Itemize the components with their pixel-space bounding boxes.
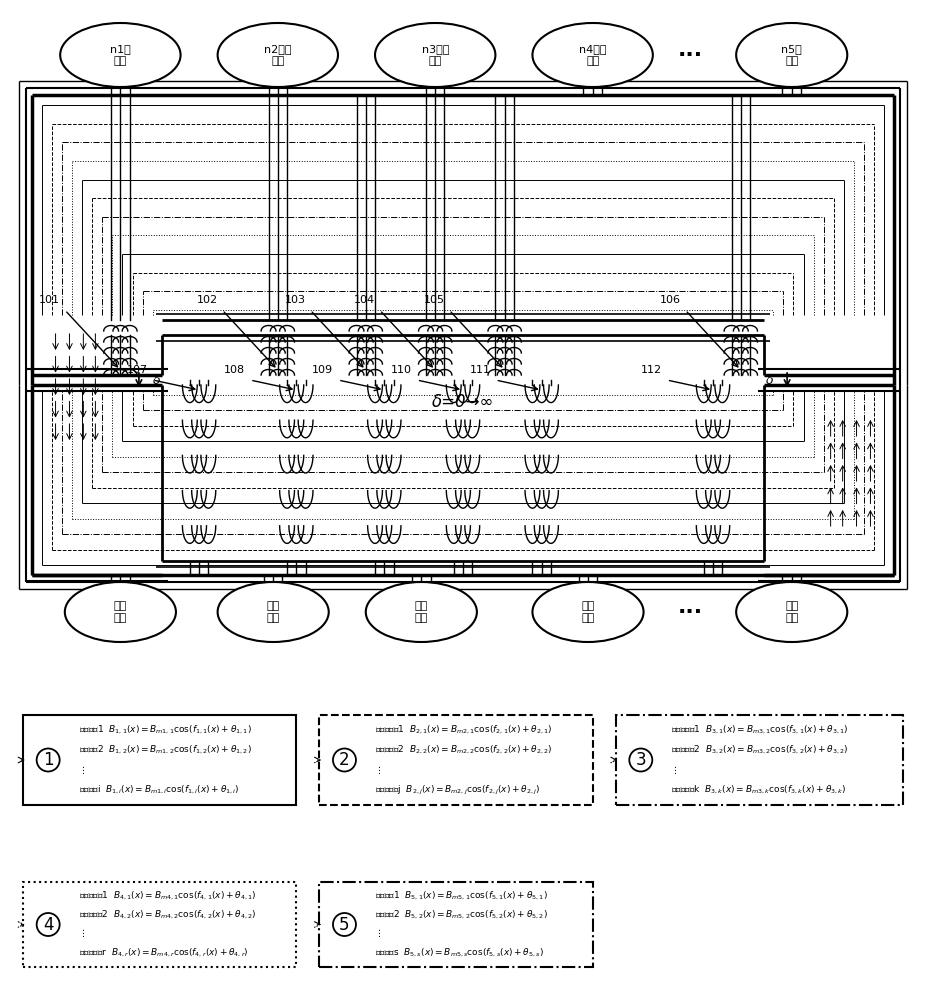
Text: δ: δ bbox=[153, 373, 160, 386]
Text: ···: ··· bbox=[677, 45, 703, 65]
Text: n1台
电机: n1台 电机 bbox=[110, 44, 131, 66]
Bar bbox=[23, 882, 296, 967]
Ellipse shape bbox=[532, 23, 653, 87]
Text: 变压器磁道j  $B_{2,j}(x)=B_{m2,j}\mathrm{cos}(f_{2,j}(x)+\theta_{2,j})$: 变压器磁道j $B_{2,j}(x)=B_{m2,j}\mathrm{cos}(… bbox=[375, 783, 540, 797]
Ellipse shape bbox=[218, 582, 329, 642]
Text: 103: 103 bbox=[284, 295, 306, 305]
Ellipse shape bbox=[736, 23, 847, 87]
Bar bbox=[319, 882, 593, 967]
Ellipse shape bbox=[532, 582, 644, 642]
Text: 电抗器磁道r  $B_{4,r}(x)=B_{m4,r}\mathrm{cos}(f_{4,r}(x)+\theta_{4,r})$: 电抗器磁道r $B_{4,r}(x)=B_{m4,r}\mathrm{cos}(… bbox=[79, 947, 248, 959]
Text: ⋮: ⋮ bbox=[671, 766, 686, 774]
Text: 电抗器磁道1  $B_{4,1}(x)=B_{m4,1}\mathrm{cos}(f_{4,1}(x)+\theta_{4,1})$: 电抗器磁道1 $B_{4,1}(x)=B_{m4,1}\mathrm{cos}(… bbox=[79, 890, 257, 902]
Text: 104: 104 bbox=[354, 295, 375, 305]
Text: ⋮: ⋮ bbox=[375, 766, 390, 774]
Text: ···: ··· bbox=[677, 602, 703, 622]
Text: δ: δ bbox=[766, 373, 773, 386]
Text: 电磁铁磁道1  $B_{3,1}(x)=B_{m3,1}\mathrm{cos}(f_{3,1}(x)+\theta_{3,1})$: 电磁铁磁道1 $B_{3,1}(x)=B_{m3,1}\mathrm{cos}(… bbox=[671, 724, 849, 736]
Text: 112: 112 bbox=[641, 365, 662, 375]
Text: 驱动
电路: 驱动 电路 bbox=[785, 601, 798, 623]
Text: 驱动
电路: 驱动 电路 bbox=[415, 601, 428, 623]
Bar bbox=[616, 715, 903, 805]
Text: 102: 102 bbox=[196, 295, 218, 305]
Text: 电机磁道1  $B_{1,1}(x)=B_{m1,1}\mathrm{cos}(f_{1,1}(x)+\theta_{1,1})$: 电机磁道1 $B_{1,1}(x)=B_{m1,1}\mathrm{cos}(f… bbox=[79, 724, 252, 736]
Ellipse shape bbox=[366, 582, 477, 642]
Text: 电磁铁磁道k  $B_{3,k}(x)=B_{m3,k}\mathrm{cos}(f_{3,k}(x)+\theta_{3,k})$: 电磁铁磁道k $B_{3,k}(x)=B_{m3,k}\mathrm{cos}(… bbox=[671, 784, 846, 796]
Ellipse shape bbox=[736, 582, 847, 642]
Text: ⋮: ⋮ bbox=[79, 766, 94, 774]
Text: 107: 107 bbox=[127, 365, 148, 375]
Text: 电机磁道2  $B_{1,2}(x)=B_{m1,2}\mathrm{cos}(f_{1,2}(x)+\theta_{1,2})$: 电机磁道2 $B_{1,2}(x)=B_{m1,2}\mathrm{cos}(f… bbox=[79, 744, 252, 756]
Text: 110: 110 bbox=[391, 365, 412, 375]
Text: 驱动
电路: 驱动 电路 bbox=[114, 601, 127, 623]
Text: 3: 3 bbox=[635, 751, 646, 769]
Ellipse shape bbox=[218, 23, 338, 87]
Text: 111: 111 bbox=[469, 365, 491, 375]
Text: n5根
天线: n5根 天线 bbox=[782, 44, 802, 66]
Ellipse shape bbox=[375, 23, 495, 87]
Text: 驱动
电路: 驱动 电路 bbox=[582, 601, 594, 623]
Text: 101: 101 bbox=[39, 295, 60, 305]
Text: n3个电
抗器: n3个电 抗器 bbox=[421, 44, 449, 66]
Text: 2: 2 bbox=[339, 751, 350, 769]
Ellipse shape bbox=[65, 582, 176, 642]
Text: n4个电
磁铁: n4个电 磁铁 bbox=[579, 44, 607, 66]
Text: 4: 4 bbox=[43, 916, 54, 934]
Text: 变压器磁道2  $B_{2,2}(x)=B_{m2,2}\mathrm{cos}(f_{2,2}(x)+\theta_{2,2})$: 变压器磁道2 $B_{2,2}(x)=B_{m2,2}\mathrm{cos}(… bbox=[375, 744, 553, 756]
Text: 106: 106 bbox=[659, 295, 681, 305]
Text: 驱动
电路: 驱动 电路 bbox=[267, 601, 280, 623]
Text: 109: 109 bbox=[312, 365, 333, 375]
Bar bbox=[319, 715, 593, 805]
Text: n2个变
压器: n2个变 压器 bbox=[264, 44, 292, 66]
Text: 天线磁道1  $B_{5,1}(x)=B_{m5,1}\mathrm{cos}(f_{5,1}(x)+\theta_{5,1})$: 天线磁道1 $B_{5,1}(x)=B_{m5,1}\mathrm{cos}(f… bbox=[375, 890, 548, 902]
Text: 105: 105 bbox=[423, 295, 444, 305]
Text: 电机磁道i  $B_{1,i}(x)=B_{m1,i}\mathrm{cos}(f_{1,i}(x)+\theta_{1,i})$: 电机磁道i $B_{1,i}(x)=B_{m1,i}\mathrm{cos}(f… bbox=[79, 784, 239, 796]
Text: 电磁铁磁道2  $B_{3,2}(x)=B_{m3,2}\mathrm{cos}(f_{3,2}(x)+\theta_{3,2})$: 电磁铁磁道2 $B_{3,2}(x)=B_{m3,2}\mathrm{cos}(… bbox=[671, 744, 849, 756]
Text: δ=0→∞: δ=0→∞ bbox=[432, 393, 494, 411]
Text: 变压器磁道1  $B_{2,1}(x)=B_{m2,1}\mathrm{cos}(f_{2,1}(x)+\theta_{2,1})$: 变压器磁道1 $B_{2,1}(x)=B_{m2,1}\mathrm{cos}(… bbox=[375, 724, 553, 736]
Ellipse shape bbox=[60, 23, 181, 87]
Text: 天线磁道s  $B_{5,s}(x)=B_{m5,s}\mathrm{cos}(f_{5,s}(x)+\theta_{5,s})$: 天线磁道s $B_{5,s}(x)=B_{m5,s}\mathrm{cos}(f… bbox=[375, 947, 544, 959]
Text: 1: 1 bbox=[43, 751, 54, 769]
Bar bbox=[23, 715, 296, 805]
Text: 电抗器磁道2  $B_{4,2}(x)=B_{m4,2}\mathrm{cos}(f_{4,2}(x)+\theta_{4,2})$: 电抗器磁道2 $B_{4,2}(x)=B_{m4,2}\mathrm{cos}(… bbox=[79, 909, 257, 921]
Text: ⋮: ⋮ bbox=[375, 929, 390, 938]
Text: 天线磁道2  $B_{5,2}(x)=B_{m5,2}\mathrm{cos}(f_{5,2}(x)+\theta_{5,2})$: 天线磁道2 $B_{5,2}(x)=B_{m5,2}\mathrm{cos}(f… bbox=[375, 909, 548, 921]
Text: 108: 108 bbox=[224, 365, 245, 375]
Text: ⋮: ⋮ bbox=[79, 929, 94, 938]
Text: 5: 5 bbox=[339, 916, 350, 934]
